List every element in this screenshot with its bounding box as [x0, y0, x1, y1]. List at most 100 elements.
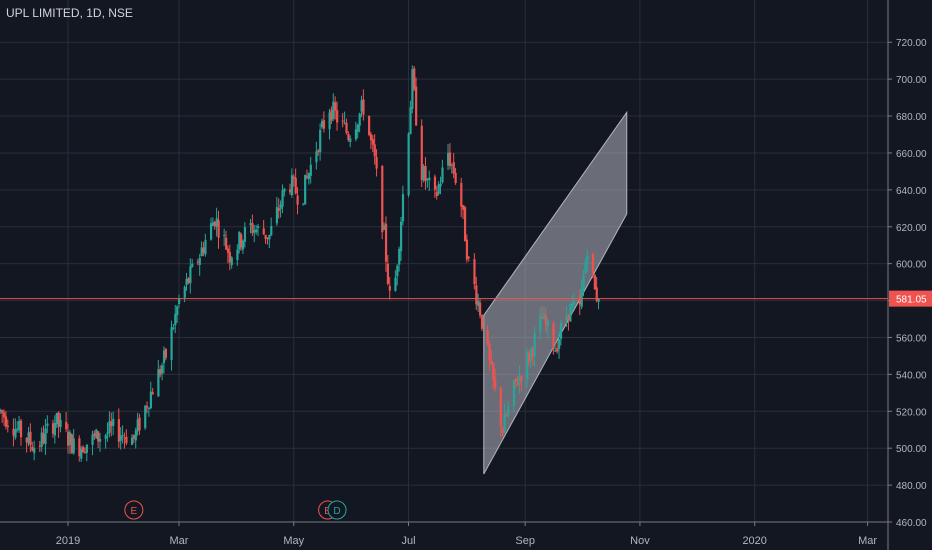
candle-body — [4, 416, 8, 427]
candle-body — [334, 102, 337, 111]
candle-body — [262, 228, 265, 235]
candle-body — [573, 301, 576, 305]
candle-body — [501, 428, 504, 434]
candle-body — [228, 252, 231, 263]
candle-body — [225, 237, 228, 250]
candle-body — [322, 120, 326, 129]
candle-body — [462, 205, 465, 210]
symbol-title: UPL LIMITED, 1D, NSE — [6, 6, 133, 20]
event-marker-d[interactable] — [327, 500, 347, 520]
candle-body — [31, 446, 34, 451]
candle-body — [591, 253, 595, 274]
candle-body — [204, 240, 207, 255]
candle-body — [1, 410, 4, 414]
candle-body — [213, 221, 216, 227]
candle-body — [415, 86, 418, 126]
candle-body — [394, 277, 397, 291]
candle-body — [454, 172, 457, 183]
candle-body — [104, 435, 107, 439]
candle-body — [479, 302, 482, 316]
candle-body — [356, 124, 359, 132]
candle-body — [347, 133, 350, 141]
candle-body — [373, 144, 376, 157]
candle-body — [398, 248, 401, 265]
candle-body — [556, 348, 559, 352]
candle-body — [223, 235, 226, 237]
candle-body — [473, 259, 476, 285]
candle-body — [264, 234, 267, 239]
candle-body — [255, 229, 258, 233]
candle-body — [554, 350, 557, 352]
candle-body — [428, 177, 431, 181]
candle-body — [159, 369, 162, 375]
candle-body — [0, 409, 2, 412]
event-marker-label: D — [333, 506, 340, 517]
candle-body — [174, 313, 177, 326]
candle-body — [187, 278, 190, 283]
time-axis[interactable]: 2019 Mar May Jul Sep Nov 2020 Mar — [0, 521, 888, 547]
candle-body — [336, 110, 339, 123]
candle-body — [157, 369, 160, 397]
candle-body — [559, 323, 563, 339]
candle-body — [302, 203, 305, 205]
event-marker-e[interactable] — [124, 500, 144, 520]
candle-body — [512, 380, 516, 406]
price-axis[interactable]: 720.00 700.00 680.00 660.00 640.00 620.00 600.… — [887, 0, 932, 550]
candle-body — [14, 428, 17, 438]
candlestick-series — [0, 65, 600, 462]
candle-body — [38, 445, 41, 447]
candle-body — [320, 121, 324, 128]
candle-body — [29, 431, 32, 445]
candle-body — [569, 304, 572, 322]
candle-body — [16, 428, 19, 430]
last-price-badge — [889, 290, 932, 307]
y-tick-label: 600.00 — [896, 260, 927, 271]
candle-body — [185, 278, 188, 285]
candle-body — [257, 226, 260, 229]
last-price-label: 581.05 — [896, 295, 927, 306]
candle-body — [539, 315, 542, 332]
x-tick-label: Mar — [858, 535, 877, 547]
candle-body — [304, 174, 307, 205]
candle-body — [130, 437, 134, 445]
candle-body — [441, 167, 444, 183]
price-axis-panel — [888, 0, 932, 550]
candle-body — [18, 420, 21, 431]
candle-body — [345, 122, 348, 134]
candle-body — [317, 150, 320, 153]
candle-body — [106, 432, 109, 435]
candle-body — [290, 175, 294, 196]
candle-body — [27, 432, 30, 444]
candle-body — [98, 438, 102, 442]
y-tick-label: 660.00 — [896, 149, 927, 160]
candle-body — [132, 434, 136, 439]
candle-body — [319, 129, 322, 153]
candle-body — [134, 430, 137, 441]
candle-body — [172, 327, 175, 329]
candle-body — [121, 435, 124, 437]
candle-body — [57, 412, 60, 427]
y-tick-label: 720.00 — [896, 38, 927, 49]
candle-body — [112, 418, 115, 426]
candle-body — [435, 192, 438, 196]
candle-body — [202, 247, 205, 253]
candle-body — [178, 298, 181, 305]
candle-body — [448, 152, 452, 167]
candle-body — [249, 222, 252, 226]
candle-body — [268, 234, 271, 240]
candle-body — [409, 107, 412, 135]
candle-body — [439, 183, 442, 187]
candle-body — [294, 177, 297, 194]
candle-body — [584, 262, 587, 274]
candle-body — [541, 317, 544, 319]
candle-body — [296, 195, 299, 205]
candle-body — [217, 220, 220, 238]
candle-body — [209, 223, 213, 240]
candle-body — [123, 437, 126, 439]
candle-body — [82, 447, 85, 453]
candle-body — [25, 438, 28, 443]
candle-body — [343, 122, 346, 124]
candle-body — [117, 419, 120, 442]
